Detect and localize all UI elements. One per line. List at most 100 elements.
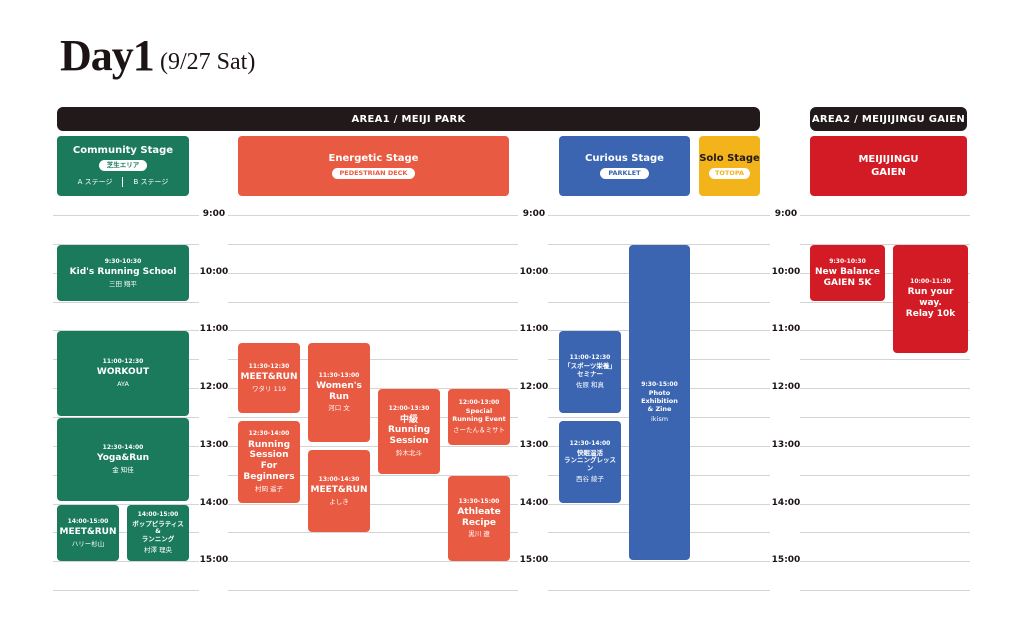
- event-time: 11:00-12:30: [102, 358, 144, 366]
- event-block[interactable]: 13:30-15:00 Athleate Recipe 黒川 遼: [448, 476, 510, 561]
- event-performer: ハリー杉山: [71, 539, 105, 548]
- time-label: 14:00: [771, 498, 801, 508]
- area2-bar: AREA2 / MEIJIJINGU GAIEN: [810, 107, 967, 131]
- gaien-stage-header: MEIJIJINGU GAIEN: [810, 136, 967, 196]
- event-performer: よしき: [329, 497, 349, 506]
- event-block[interactable]: 14:00-15:00 ボップピラティス& ランニング 村澤 理央: [127, 505, 189, 561]
- grid-line: [228, 273, 518, 274]
- event-block[interactable]: 12:30-14:00 Yoga&Run 金 知佳: [57, 418, 189, 501]
- time-label: 11:00: [199, 324, 229, 334]
- event-performer: 鈴木北斗: [396, 448, 422, 457]
- event-title: Special Running Event: [452, 407, 506, 424]
- event-time: 12:30-14:00: [569, 440, 611, 448]
- event-block[interactable]: 14:00-15:00 MEET&RUN ハリー杉山: [57, 505, 119, 561]
- energetic-stage-header: Energetic Stage PEDESTRIAN DECK: [238, 136, 509, 196]
- event-title: Photo Exhibition & Zine: [641, 389, 678, 413]
- grid-line: [53, 532, 199, 533]
- grid-line: [800, 446, 970, 447]
- grid-line: [800, 244, 970, 245]
- community-stage-subdivisions: A ステージ B ステージ: [77, 176, 169, 187]
- event-block[interactable]: 9:30-15:00 Photo Exhibition & Zine ikism: [629, 245, 690, 560]
- grid-line: [800, 330, 970, 331]
- time-label: 9:00: [774, 209, 798, 219]
- grid-line: [800, 417, 970, 418]
- grid-line: [548, 590, 770, 591]
- event-block[interactable]: 11:00-12:30 WORKOUT AYA: [57, 331, 189, 416]
- event-title: New Balance GAIEN 5K: [814, 266, 881, 288]
- event-title: MEET&RUN: [59, 526, 117, 537]
- event-block[interactable]: 9:30-10:30 Kid's Running School 三田 翔平: [57, 245, 189, 301]
- area1-bar: AREA1 / MEIJI PARK: [57, 107, 760, 131]
- grid-line: [228, 532, 518, 533]
- event-block[interactable]: 12:30-14:00 Running Session For Beginners…: [238, 421, 300, 503]
- event-time: 14:00-15:00: [67, 517, 109, 525]
- grid-line: [548, 215, 770, 216]
- event-block[interactable]: 10:00-11:30 Run your way. Relay 10k: [893, 245, 968, 353]
- event-title: Women's Run: [316, 380, 362, 402]
- grid-line: [800, 388, 970, 389]
- grid-line: [800, 475, 970, 476]
- event-block[interactable]: 13:00-14:30 MEET&RUN よしき: [308, 450, 370, 532]
- stage-divider: [122, 176, 124, 187]
- event-performer: 金 知佳: [112, 466, 134, 475]
- event-performer: 西谷 綾子: [575, 474, 605, 483]
- event-block[interactable]: 11:30-12:30 MEET&RUN ワタリ 119: [238, 343, 300, 413]
- curious-stage-name: Curious Stage: [585, 153, 664, 165]
- event-block[interactable]: 11:00-12:30 「スポーツ栄養」 セミナー 佐原 和真: [559, 331, 621, 413]
- grid-line: [228, 388, 518, 389]
- event-title: Running Session For Beginners: [243, 439, 295, 482]
- solo-stage-name: Solo Stage: [699, 153, 760, 165]
- time-label: 12:00: [519, 382, 549, 392]
- grid-line: [228, 504, 518, 505]
- gaien-stage-name: MEIJIJINGU GAIEN: [858, 154, 919, 178]
- event-performer: 村澤 理央: [143, 545, 173, 554]
- event-time: 12:30-14:00: [102, 444, 144, 452]
- event-performer: さーたん＆ミサト: [453, 425, 505, 434]
- event-time: 12:00-13:30: [388, 405, 430, 413]
- grid-line: [800, 561, 970, 562]
- stage-b-label: B ステージ: [133, 177, 169, 186]
- time-label: 9:00: [202, 209, 226, 219]
- event-block[interactable]: 9:30-10:30 New Balance GAIEN 5K: [810, 245, 885, 301]
- event-block[interactable]: 11:30-13:00 Women's Run 河口 文: [308, 343, 370, 442]
- event-block[interactable]: 12:30-14:00 快眠温活 ランニングレッスン 西谷 綾子: [559, 421, 621, 503]
- event-block[interactable]: 12:00-13:00 Special Running Event さーたん＆ミサト: [448, 389, 510, 445]
- time-label: 11:00: [771, 324, 801, 334]
- event-title: 「スポーツ栄養」 セミナー: [564, 362, 616, 379]
- event-time: 9:30-10:30: [104, 257, 142, 265]
- event-performer: 三田 翔平: [108, 279, 138, 288]
- grid-line: [800, 302, 970, 303]
- event-time: 9:30-10:30: [829, 257, 866, 265]
- energetic-stage-location: PEDESTRIAN DECK: [331, 168, 416, 179]
- community-stage-area: 芝生エリア: [98, 160, 148, 171]
- energetic-stage-name: Energetic Stage: [328, 153, 419, 165]
- grid-line: [228, 244, 518, 245]
- grid-line: [53, 590, 199, 591]
- event-performer: 佐原 和真: [575, 380, 605, 389]
- grid-line: [228, 417, 518, 418]
- time-label: 15:00: [519, 555, 549, 565]
- event-title: WORKOUT: [96, 367, 150, 378]
- event-block[interactable]: 12:00-13:30 中級 Running Session 鈴木北斗: [378, 389, 440, 474]
- event-time: 14:00-15:00: [137, 511, 179, 519]
- area1-label: AREA1 / MEIJI PARK: [351, 113, 466, 125]
- grid-line: [53, 504, 199, 505]
- time-label: 10:00: [199, 267, 229, 277]
- event-title: MEET&RUN: [310, 484, 368, 495]
- time-label: 14:00: [519, 498, 549, 508]
- grid-line: [228, 215, 518, 216]
- grid-line: [800, 532, 970, 533]
- event-title: Athleate Recipe: [457, 506, 501, 528]
- stage-a-label: A ステージ: [77, 177, 113, 186]
- grid-line: [228, 561, 518, 562]
- event-performer: ikism: [650, 415, 669, 424]
- time-label: 11:00: [519, 324, 549, 334]
- time-label: 9:00: [522, 209, 546, 219]
- grid-line: [800, 273, 970, 274]
- time-label: 13:00: [199, 440, 229, 450]
- grid-line: [800, 359, 970, 360]
- event-title: ボップピラティス& ランニング: [132, 519, 184, 544]
- curious-stage-header: Curious Stage PARKLET: [559, 136, 690, 196]
- event-performer: ワタリ 119: [252, 384, 286, 393]
- grid-line: [800, 504, 970, 505]
